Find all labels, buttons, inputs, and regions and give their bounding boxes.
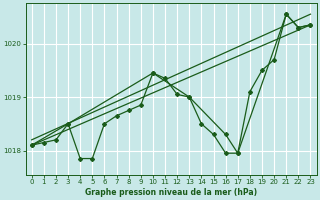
X-axis label: Graphe pression niveau de la mer (hPa): Graphe pression niveau de la mer (hPa) (85, 188, 257, 197)
